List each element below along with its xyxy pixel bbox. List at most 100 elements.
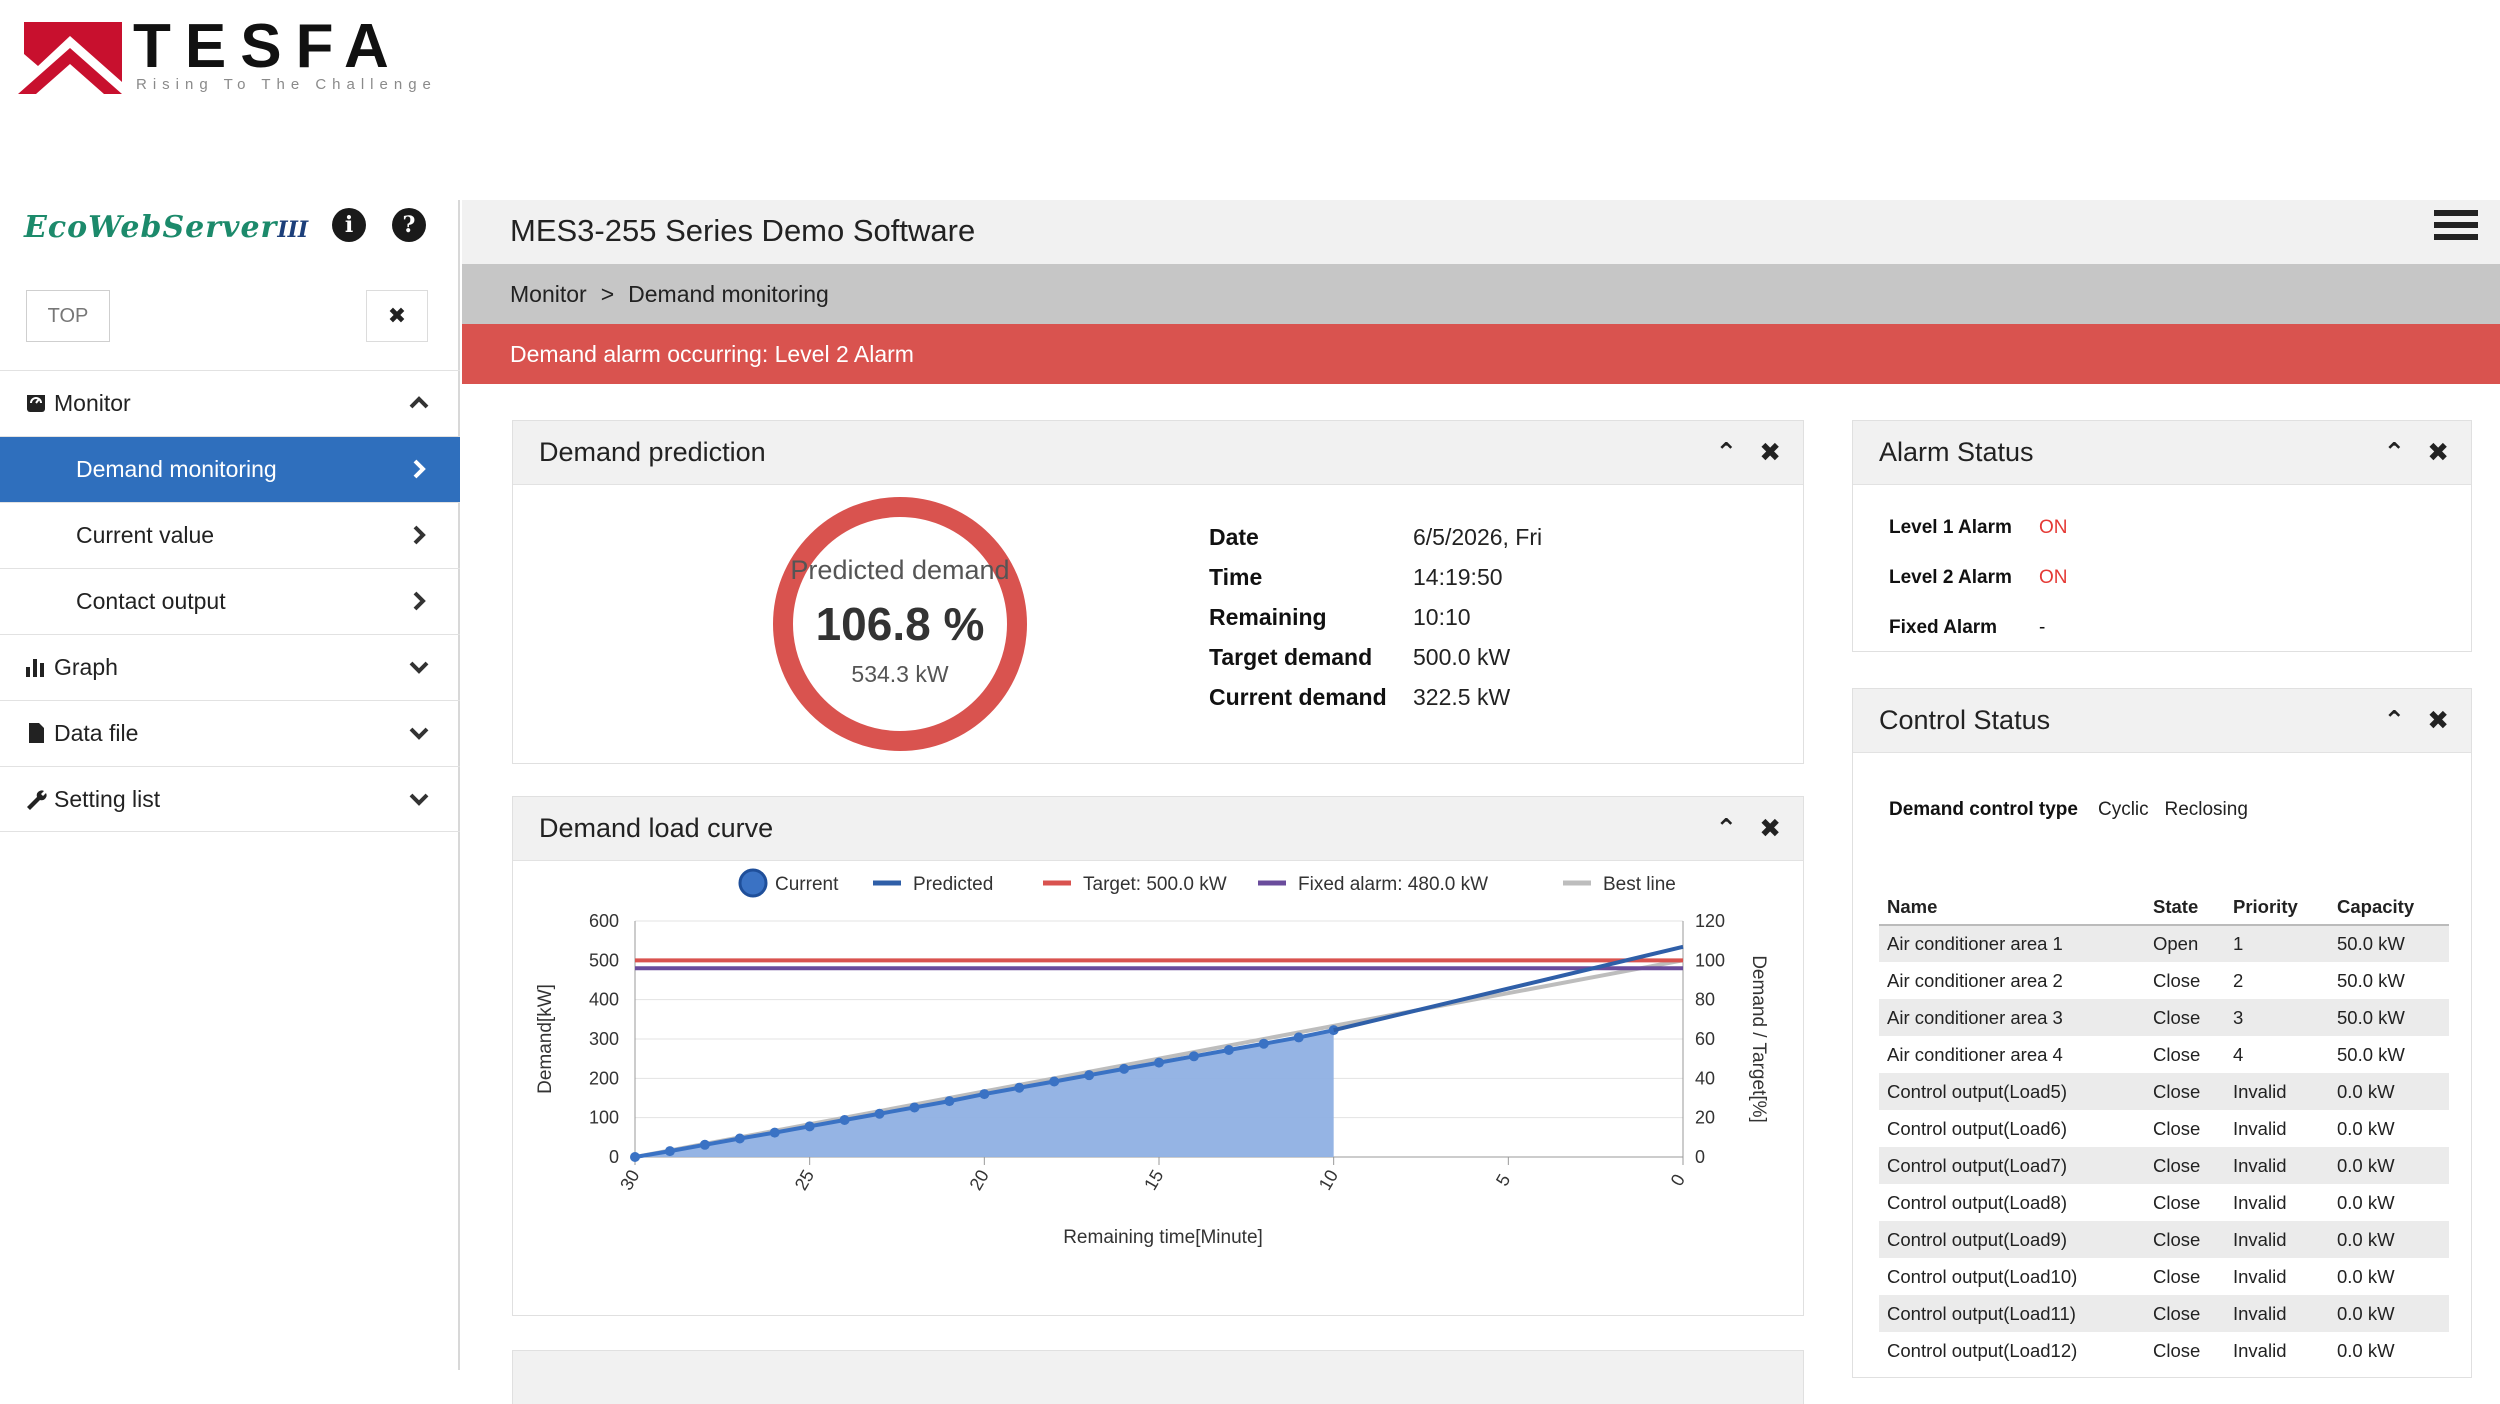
data-point: [664, 1146, 675, 1157]
sidebar-item-contact-output[interactable]: Contact output: [0, 568, 460, 634]
table-cell: Control output(Load8): [1887, 1191, 2067, 1213]
breadcrumb-item-monitor[interactable]: Monitor: [510, 281, 587, 307]
prediction-info: Date 6/5/2026, Fri Time 14:19:50 Remaining…: [1209, 517, 1542, 717]
close-sidebar-button[interactable]: ✖: [366, 290, 428, 342]
collapse-icon[interactable]: ⌃: [2383, 705, 2406, 735]
legend-label: Predicted: [913, 874, 993, 895]
table-cell: Air conditioner area 4: [1887, 1043, 2063, 1065]
list-menu-icon[interactable]: [2434, 210, 2478, 252]
collapse-icon[interactable]: ⌃: [2383, 437, 2406, 467]
y-right-tick-label: 80: [1695, 990, 1715, 1010]
chevron-down-icon: [408, 701, 430, 769]
close-icon[interactable]: ✖: [1759, 437, 1781, 467]
data-point: [1014, 1082, 1025, 1093]
alarm-status-panel: Alarm Status ⌃ ✖ Level 1 Alarm ON Level 2 …: [1852, 420, 2472, 652]
table-cell: Air conditioner area 2: [1887, 969, 2063, 991]
gauge-label: Predicted demand: [790, 555, 1010, 585]
table-cell: Open: [2145, 925, 2225, 962]
sidebar-item-label: Demand monitoring: [76, 456, 277, 482]
collapsed-panel: [512, 1350, 1804, 1404]
y-tick-label: 200: [589, 1068, 619, 1088]
logo-text: EcoWebServer: [24, 210, 278, 245]
alarm-row-level1: Level 1 Alarm ON: [1889, 517, 2068, 538]
info-row-date: Date 6/5/2026, Fri: [1209, 524, 1543, 550]
x-tick-label: 0: [1667, 1171, 1689, 1190]
sidebar-item-data-file[interactable]: Data file: [0, 700, 460, 766]
sidebar-item-label: Graph: [54, 654, 118, 680]
info-icon[interactable]: i: [332, 208, 366, 242]
alarm-row-level2: Level 2 Alarm ON: [1889, 567, 2068, 588]
data-point: [1188, 1051, 1199, 1062]
table-cell: 3: [2225, 999, 2329, 1036]
table-cell: 0.0 kW: [2329, 1295, 2449, 1332]
y-tick-label: 400: [589, 990, 619, 1010]
table-cell: Invalid: [2225, 1221, 2329, 1258]
y-right-tick-label: 120: [1695, 911, 1725, 931]
help-icon[interactable]: ?: [392, 208, 426, 242]
chevron-right-icon: [408, 437, 430, 505]
table-cell: Close: [2145, 1295, 2225, 1332]
table-cell: 0.0 kW: [2337, 1191, 2395, 1213]
table-cell: Control output(Load6): [1887, 1117, 2067, 1139]
column-header: Name: [1879, 889, 2145, 926]
data-point: [1293, 1032, 1304, 1043]
table-row: Air conditioner area 1 Open 1 50.0 kW: [1879, 925, 2449, 962]
panel-header: Demand load curve ⌃ ✖: [513, 797, 1803, 861]
sidebar-item-monitor[interactable]: Monitor: [0, 370, 460, 436]
panel-tools: ⌃ ✖: [2361, 421, 2449, 483]
top-button[interactable]: TOP: [26, 290, 110, 342]
chevron-up-icon: [408, 371, 430, 439]
table-row: Air conditioner area 4 Close 4 50.0 kW: [1879, 1036, 2449, 1073]
close-icon[interactable]: ✖: [2427, 437, 2449, 467]
data-point: [1223, 1045, 1234, 1056]
table-cell: Invalid: [2233, 1339, 2287, 1361]
table-cell: Invalid: [2233, 1265, 2287, 1287]
brand-mark-icon: [18, 22, 122, 94]
sidebar-item-current-value[interactable]: Current value: [0, 502, 460, 568]
table-cell: Invalid: [2225, 1073, 2329, 1110]
alarm-row-fixed: Fixed Alarm -: [1889, 617, 2046, 638]
y-tick-label: 0: [609, 1147, 619, 1167]
panel-header: Demand prediction ⌃ ✖: [513, 421, 1803, 485]
column-header: State: [2145, 889, 2225, 926]
sidebar-item-demand-monitoring[interactable]: Demand monitoring: [0, 436, 460, 502]
file-icon: [24, 701, 48, 770]
data-point: [734, 1133, 745, 1144]
data-point: [1154, 1057, 1164, 1068]
data-point: [1258, 1038, 1269, 1049]
demand-prediction-panel: Demand prediction ⌃ ✖ Predicted demand 10…: [512, 420, 1804, 764]
y-axis-label: Demand[kW]: [535, 984, 556, 1094]
table-cell: Close: [2153, 1191, 2201, 1213]
table-row: Control output(Load5) Close Invalid 0.0 kW: [1879, 1073, 2449, 1110]
collapse-icon[interactable]: ⌃: [1715, 437, 1738, 467]
panel-title: Demand load curve: [539, 813, 774, 843]
data-point: [804, 1121, 815, 1132]
y-right-tick-label: 60: [1695, 1029, 1715, 1049]
gauge-kw: 534.3 kW: [851, 661, 949, 687]
chevron-right-icon: [408, 569, 430, 637]
table-cell: 2: [2233, 969, 2244, 991]
y-right-tick-label: 0: [1695, 1147, 1705, 1167]
gauge-icon: [24, 371, 48, 440]
table-cell: 50.0 kW: [2329, 925, 2449, 962]
collapse-icon[interactable]: ⌃: [1715, 813, 1738, 843]
sidebar-item-label: Data file: [54, 720, 139, 746]
table-cell: Close: [2145, 999, 2225, 1036]
table-cell: 0.0 kW: [2329, 1221, 2449, 1258]
sidebar-item-setting-list[interactable]: Setting list: [0, 766, 460, 832]
data-point: [699, 1139, 710, 1150]
legend-label: Best line: [1603, 874, 1676, 895]
x-tick-label: 15: [1140, 1166, 1167, 1193]
table-cell: Close: [2153, 1339, 2201, 1361]
close-icon[interactable]: ✖: [1759, 813, 1781, 843]
close-icon[interactable]: ✖: [2427, 705, 2449, 735]
sidebar-item-graph[interactable]: Graph: [0, 634, 460, 700]
table-cell: 0.0 kW: [2329, 1147, 2449, 1184]
panel-title: Alarm Status: [1879, 437, 2034, 467]
legend-marker-current: [738, 868, 768, 898]
table-cell: Close: [2153, 1117, 2201, 1139]
table-row: Control output(Load10) Close Invalid 0.0 kW: [1879, 1258, 2449, 1295]
data-point: [909, 1102, 920, 1113]
info-row-time: Time 14:19:50: [1209, 564, 1503, 590]
